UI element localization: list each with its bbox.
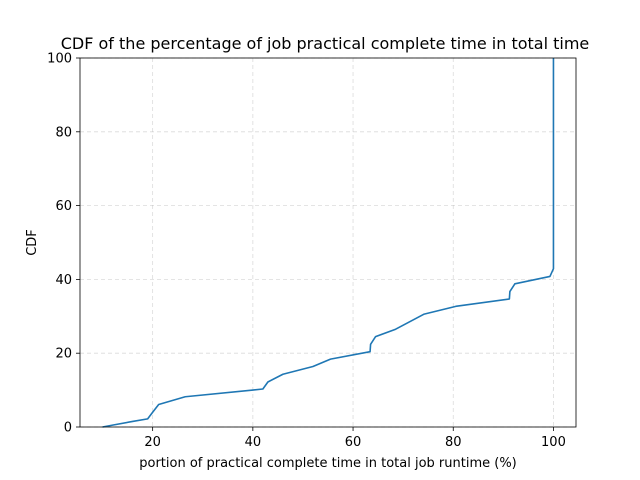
- x-tick-label: 100: [541, 435, 566, 450]
- cdf-series-line: [102, 58, 555, 428]
- x-tick-label: 20: [144, 435, 161, 450]
- y-tick-label: 20: [55, 347, 72, 362]
- series-layer: [102, 58, 555, 428]
- x-axis-label: portion of practical complete time in to…: [139, 456, 517, 471]
- y-tick-label: 100: [47, 52, 72, 67]
- y-axis-label: CDF: [25, 229, 40, 256]
- y-tick-label: 40: [55, 273, 72, 288]
- x-tick-label: 60: [345, 435, 362, 450]
- chart-title: CDF of the percentage of job practical c…: [61, 34, 590, 53]
- x-tick-label: 80: [445, 435, 462, 450]
- ticks: 20 40 60 80 100 0 20 40 60 80 100: [47, 52, 566, 451]
- y-tick-label: 60: [55, 199, 72, 214]
- y-tick-label: 80: [55, 125, 72, 140]
- plot-frame: [79, 57, 577, 428]
- x-tick-label: 40: [245, 435, 262, 450]
- grid: [80, 57, 576, 428]
- y-tick-label: 0: [64, 421, 72, 436]
